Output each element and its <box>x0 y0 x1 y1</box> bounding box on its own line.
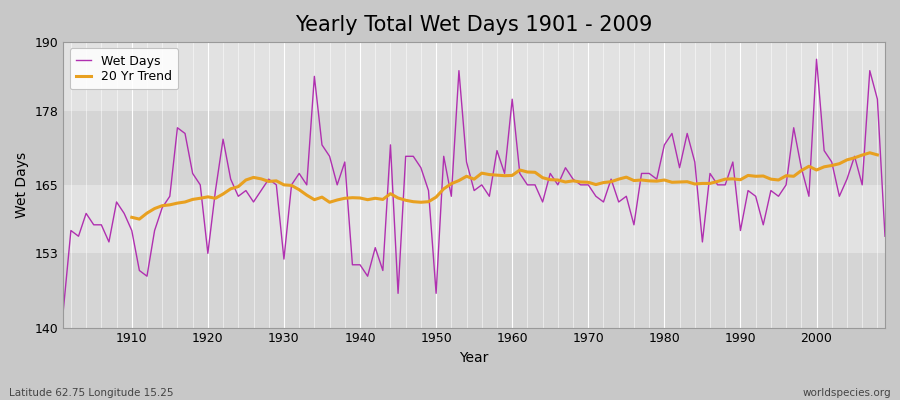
Text: Latitude 62.75 Longitude 15.25: Latitude 62.75 Longitude 15.25 <box>9 388 174 398</box>
20 Yr Trend <box>507 173 517 178</box>
Bar <box>63 111 885 185</box>
Bar <box>63 185 885 253</box>
Wet Days <box>286 182 297 187</box>
20 Yr Trend <box>332 198 343 202</box>
Wet Days <box>879 234 890 239</box>
Bar <box>63 42 885 111</box>
20 Yr Trend <box>720 177 731 182</box>
Wet Days <box>500 171 510 176</box>
Text: worldspecies.org: worldspecies.org <box>803 388 891 398</box>
Wet Days <box>507 97 517 102</box>
Wet Days <box>598 200 609 204</box>
Wet Days <box>811 57 822 62</box>
Wet Days <box>58 308 68 313</box>
Line: Wet Days: Wet Days <box>63 59 885 310</box>
20 Yr Trend <box>126 215 137 220</box>
Line: 20 Yr Trend: 20 Yr Trend <box>131 153 877 219</box>
20 Yr Trend <box>134 217 145 222</box>
X-axis label: Year: Year <box>460 351 489 365</box>
20 Yr Trend <box>529 170 540 175</box>
20 Yr Trend <box>872 152 883 157</box>
20 Yr Trend <box>362 197 373 202</box>
20 Yr Trend <box>864 150 875 155</box>
Y-axis label: Wet Days: Wet Days <box>15 152 29 218</box>
20 Yr Trend <box>309 197 320 202</box>
Legend: Wet Days, 20 Yr Trend: Wet Days, 20 Yr Trend <box>69 48 178 89</box>
Bar <box>63 253 885 328</box>
Wet Days <box>119 211 130 216</box>
Title: Yearly Total Wet Days 1901 - 2009: Yearly Total Wet Days 1901 - 2009 <box>295 15 652 35</box>
Wet Days <box>332 182 343 187</box>
